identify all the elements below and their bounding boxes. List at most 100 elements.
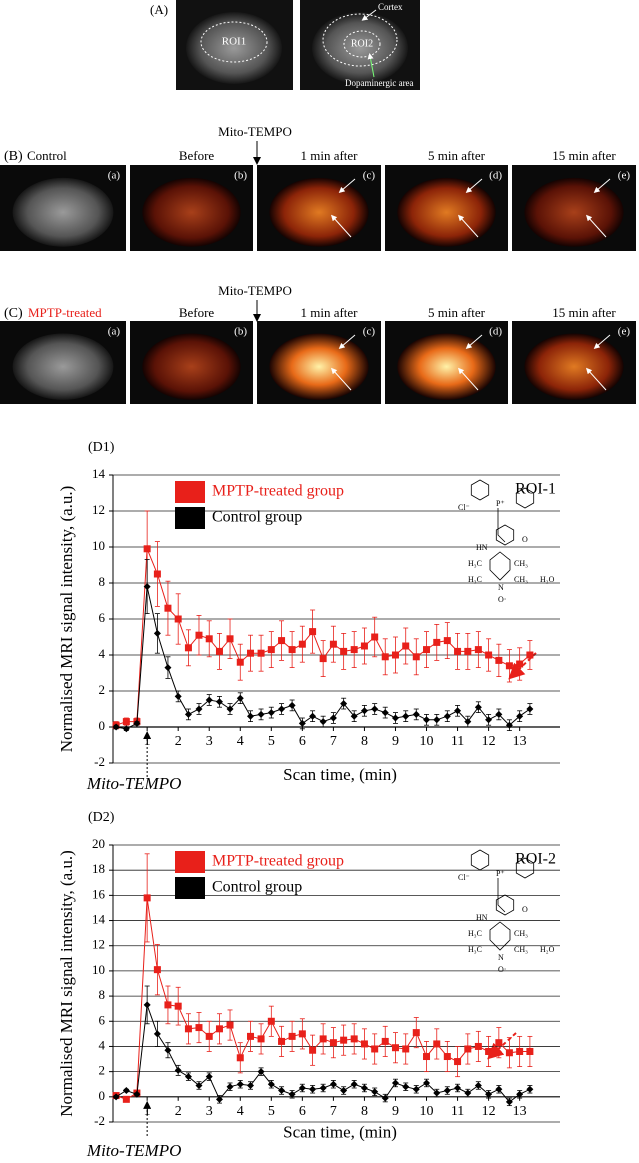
group-label: MPTP-treated (28, 305, 102, 320)
data-point (309, 1085, 317, 1093)
data-point (112, 1093, 120, 1101)
data-point (526, 1047, 534, 1055)
data-point (184, 644, 192, 652)
x-tick-label: 7 (330, 734, 337, 749)
data-point (350, 646, 358, 654)
arrow (330, 367, 352, 391)
x-tick-label: 6 (299, 1104, 306, 1119)
structure-label: N (498, 583, 504, 592)
data-point (495, 1039, 503, 1047)
y-tick-label: 2 (99, 1063, 106, 1078)
injection-label: Mito-TEMPO (86, 774, 181, 793)
data-point (360, 642, 368, 650)
data-point (205, 635, 213, 643)
data-point (350, 1080, 358, 1088)
legend-swatch (175, 481, 205, 503)
data-point (340, 1036, 348, 1044)
image-label: (b) (234, 326, 247, 338)
x-tick-label: 9 (392, 1104, 399, 1119)
data-point (474, 1042, 482, 1050)
legend-swatch (175, 851, 205, 873)
data-point (174, 615, 182, 623)
arrow (367, 53, 375, 78)
roi-outline (343, 30, 381, 58)
structure-ring (495, 524, 515, 546)
legend-swatch (175, 877, 205, 899)
brain (524, 333, 624, 400)
data-point (495, 1085, 503, 1093)
legend-label: Control group (212, 509, 302, 526)
data-point (505, 662, 513, 670)
x-tick-label: 7 (330, 1104, 337, 1119)
data-point (164, 664, 172, 672)
structure-label: H₃C (468, 929, 482, 938)
data-point (360, 1084, 368, 1092)
roi-outline (322, 13, 398, 67)
structure-label: H₃C (468, 945, 482, 954)
arrow (338, 334, 356, 349)
data-point (319, 655, 327, 663)
legend-label: MPTP-treated group (212, 483, 344, 500)
data-point (195, 1024, 203, 1032)
arrow (585, 214, 607, 238)
structure-label: O· (498, 595, 506, 604)
y-axis-label: Normalised MRI signal intensity, (a.u.) (57, 486, 76, 753)
data-point (412, 1085, 420, 1093)
data-point (236, 1054, 244, 1062)
data-point (371, 633, 379, 641)
column-header: 1 min after (300, 148, 358, 163)
image-label: (e) (618, 170, 631, 182)
x-tick-label: 3 (206, 1104, 213, 1119)
data-point (184, 1073, 192, 1081)
data-point (298, 1084, 306, 1092)
column-header: Before (179, 148, 215, 163)
data-point (298, 1030, 306, 1038)
data-point (391, 1044, 399, 1052)
data-point (278, 637, 286, 645)
panel-label: (C) (4, 306, 23, 321)
roi-label: ROI1 (222, 36, 246, 48)
data-point (505, 1098, 513, 1106)
data-point (516, 660, 524, 668)
brain (186, 12, 282, 84)
data-point (164, 1001, 172, 1009)
data-point (153, 966, 161, 974)
data-point (433, 638, 441, 646)
x-tick-label: 11 (451, 1104, 464, 1119)
data-point (329, 1039, 337, 1047)
data-point (319, 1084, 327, 1092)
x-tick-label: 5 (268, 734, 275, 749)
arrow (465, 178, 483, 193)
data-point (412, 653, 420, 661)
data-point (371, 705, 379, 713)
data-point (164, 1046, 172, 1054)
structure-label: CH₃ (514, 575, 528, 584)
y-tick-label: 4 (99, 1037, 106, 1052)
data-point (309, 1046, 317, 1054)
data-point (319, 1035, 327, 1043)
data-point (278, 705, 286, 713)
structure-label: Cl⁻ (458, 873, 470, 882)
data-point (236, 658, 244, 666)
data-point (443, 1053, 451, 1061)
data-point (433, 1040, 441, 1048)
chart-title: (D2) (88, 810, 115, 825)
data-point (195, 631, 203, 639)
data-point (133, 719, 141, 727)
image-label: (a) (108, 326, 121, 338)
brain (12, 333, 114, 400)
image-label: (d) (489, 326, 502, 338)
data-point (443, 637, 451, 645)
x-axis-label: Scan time, (min) (283, 765, 397, 784)
data-point (340, 1087, 348, 1095)
brain (312, 12, 408, 84)
data-point (423, 1053, 431, 1061)
structure-ring (515, 487, 535, 509)
data-point (153, 1030, 161, 1038)
roi-annotation: ROI-2 (515, 851, 556, 868)
column-header: 5 min after (428, 305, 486, 320)
data-point (247, 712, 255, 720)
data-point (184, 710, 192, 718)
structure-ring (495, 894, 515, 916)
data-point (112, 723, 120, 731)
